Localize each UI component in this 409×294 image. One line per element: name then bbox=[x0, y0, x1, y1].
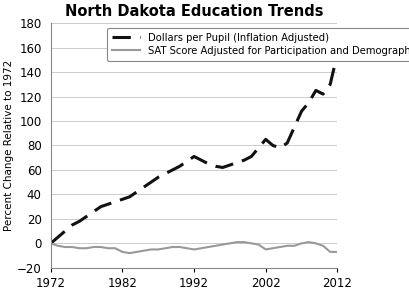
Title: North Dakota Education Trends: North Dakota Education Trends bbox=[65, 4, 323, 19]
Legend: Dollars per Pupil (Inflation Adjusted), SAT Score Adjusted for Participation and: Dollars per Pupil (Inflation Adjusted), … bbox=[107, 28, 409, 61]
Y-axis label: Percent Change Relative to 1972: Percent Change Relative to 1972 bbox=[4, 60, 14, 231]
